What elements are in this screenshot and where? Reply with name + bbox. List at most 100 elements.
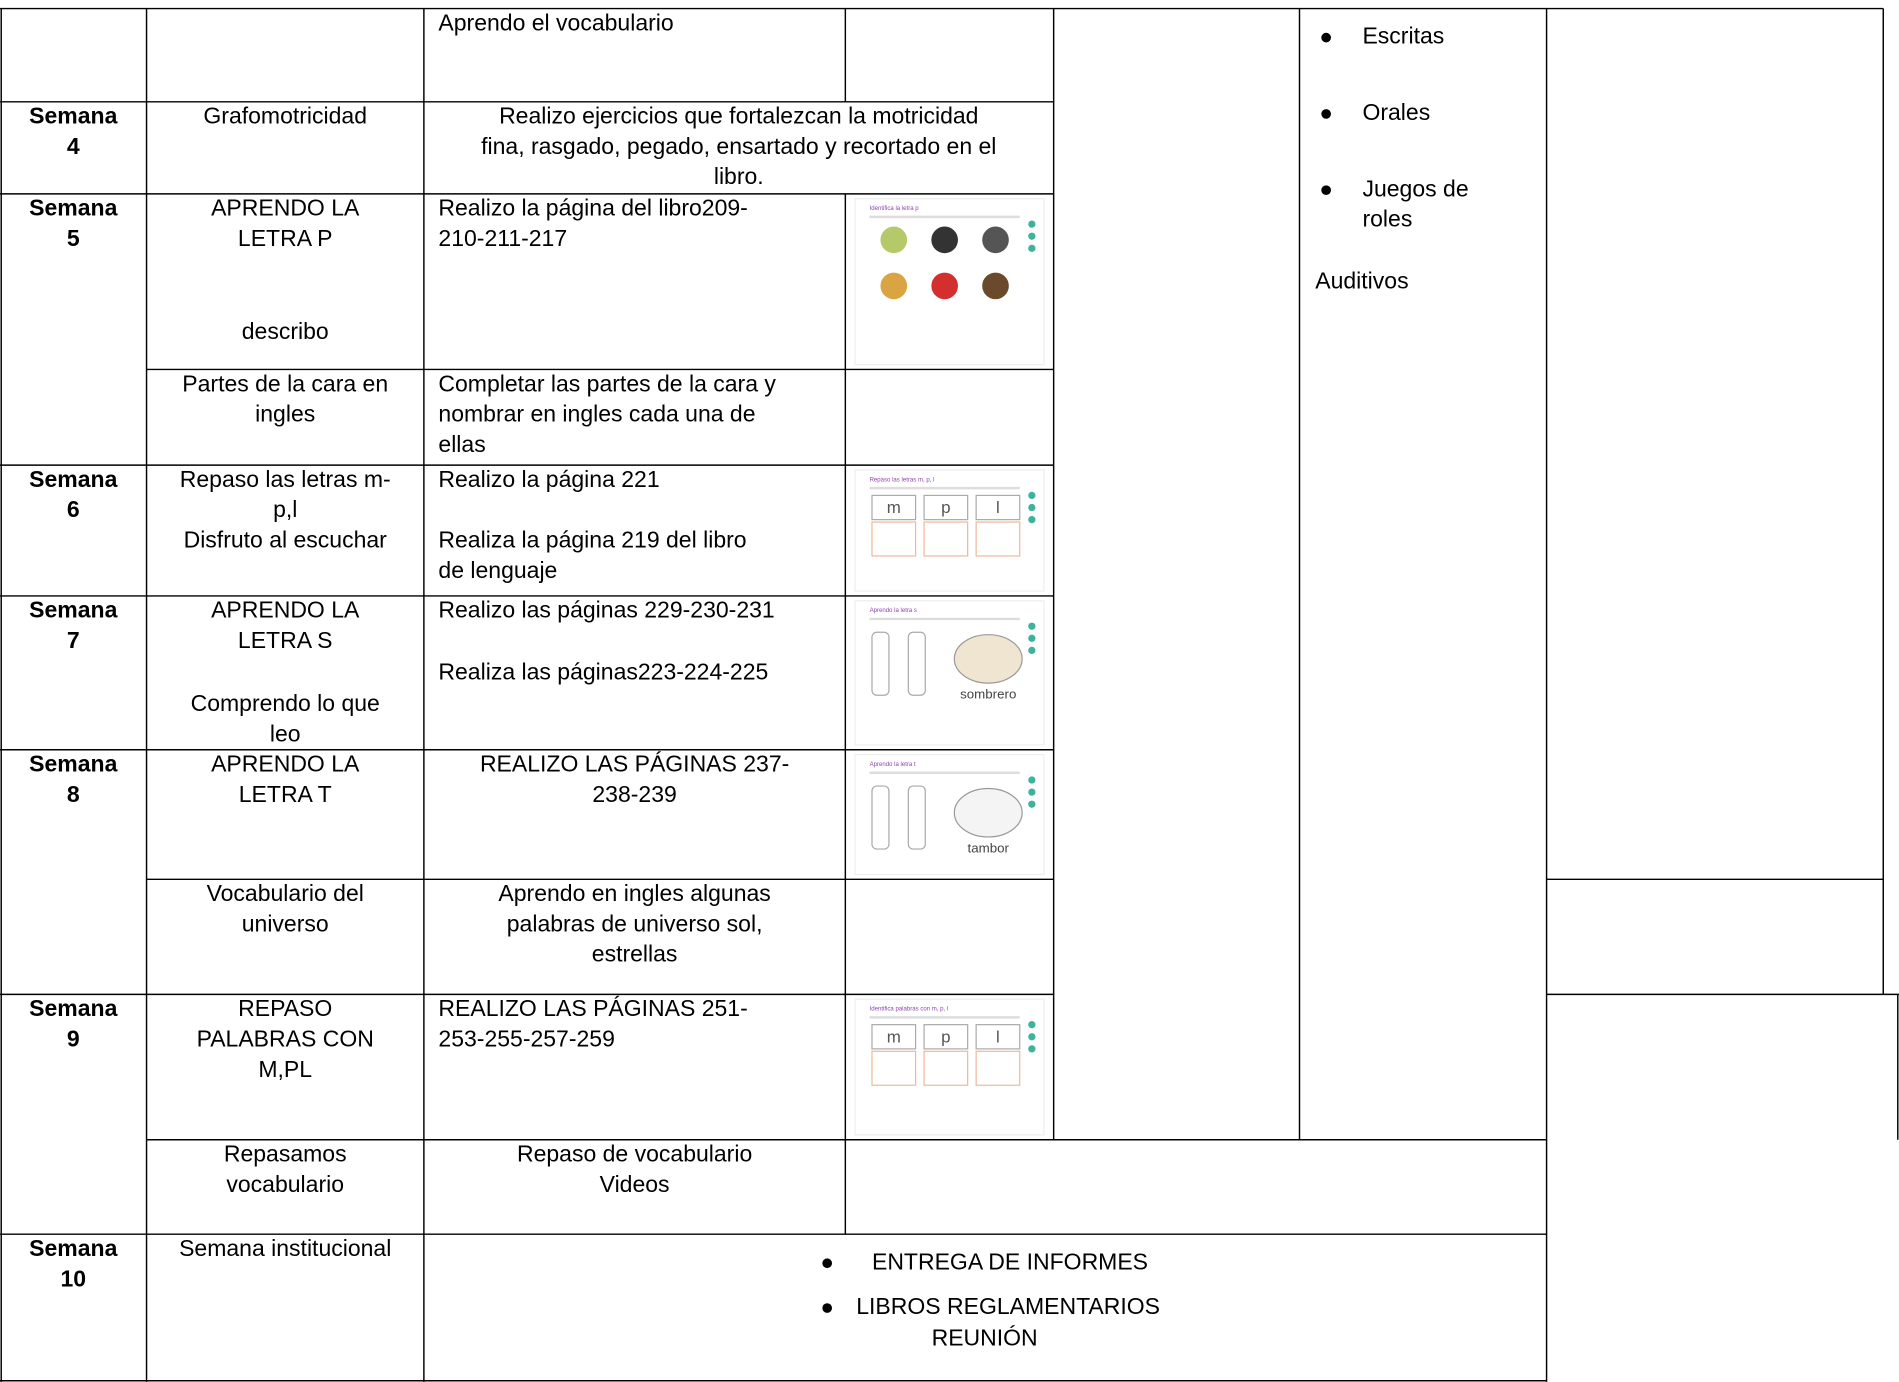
cell-text: Comprendo lo que (191, 690, 380, 716)
cell-text: M,PL (258, 1056, 312, 1082)
thumbnail-dot (1028, 232, 1036, 240)
cell-text: Disfruto al escuchar (184, 527, 388, 553)
cell-text: Realizo la página 221 (438, 466, 659, 492)
cell-text: ellas (438, 431, 485, 457)
cell-text: libro. (714, 163, 764, 189)
resource-item: Escritas (1362, 23, 1444, 49)
thumbnail-drawing (907, 631, 926, 696)
cell-text: Aprendo en ingles algunas (498, 880, 770, 906)
thumbnail-dot (1028, 503, 1036, 512)
week-label: Semana (29, 103, 117, 129)
bullet (822, 1258, 833, 1269)
thumbnail-dot (1028, 646, 1036, 655)
cell-text: LETRA T (239, 781, 332, 807)
thumbnail-box (871, 1024, 917, 1050)
week-label: 7 (67, 627, 80, 653)
thumbnail-dot (1028, 788, 1036, 796)
week-label: Semana (29, 1235, 117, 1261)
cell-text: Semana institucional (179, 1235, 391, 1261)
bullet (1321, 109, 1331, 119)
cell-text: 210-211-217 (438, 225, 567, 251)
thumbnail-dot (1028, 1045, 1036, 1053)
cell-text: Repaso las letras m- (180, 466, 391, 492)
thumbnail-page (854, 998, 1045, 1136)
cell-text: LETRA S (238, 627, 333, 653)
cell-text: Repaso de vocabulario (517, 1141, 752, 1167)
cell-text: p,l (273, 496, 297, 522)
worksheet-thumbnail: Identifica palabras con m, p, l m p l (854, 998, 1045, 1136)
cell-text: fina, rasgado, pegado, ensartado y recor… (481, 133, 996, 159)
worksheet-thumbnail: Aprendo la letra t tambor (854, 753, 1045, 876)
thumbnail-letter: l (996, 1027, 1000, 1046)
cell-text: Completar las partes de la cara y (438, 370, 776, 396)
thumbnail-picture (953, 787, 1023, 838)
week-label: 10 (60, 1265, 86, 1291)
thumbnail-title: Repaso las letras m, p, l (870, 477, 935, 483)
worksheet-thumbnail: Aprendo la letra s sombrero (854, 600, 1045, 746)
thumbnail-title: Aprendo la letra t (870, 762, 916, 768)
cell-text: 238-239 (592, 781, 676, 807)
thumbnail-dot (1028, 1033, 1036, 1041)
cell-text: APRENDO LA (211, 195, 360, 221)
thumbnail-title: Identifica la letra p (870, 206, 920, 212)
cell-text: Realiza las páginas223-224-225 (438, 659, 768, 685)
cell-text: Realiza la página 219 del libro (438, 527, 746, 553)
worksheet-thumbnail: Identifica la letra p (854, 198, 1045, 366)
worksheet-thumbnail: Repaso las letras m, p, l m p l (854, 469, 1045, 592)
thumbnail-letter: l (996, 498, 1000, 517)
cell-text: de lenguaje (438, 557, 557, 583)
thumbnail-box (975, 494, 1021, 521)
thumbnail-letter: m (887, 498, 901, 517)
thumbnail-picture (982, 272, 1009, 300)
thumbnail-box (975, 521, 1021, 557)
cell-text: Realizo las páginas 229-230-231 (438, 597, 774, 623)
thumbnail-dot (1028, 800, 1036, 808)
week-label: Semana (29, 195, 117, 221)
week-label: 6 (67, 496, 80, 522)
thumbnail-drawing (871, 785, 890, 850)
cell-text: 253-255-257-259 (438, 1025, 614, 1051)
week-label: Semana (29, 995, 117, 1021)
cell-text: REALIZO LAS PÁGINAS 251- (438, 995, 747, 1021)
thumbnail-picture (880, 272, 908, 300)
week-label: 8 (67, 781, 80, 807)
week-label: 4 (67, 133, 80, 159)
thumbnail-picture (880, 226, 908, 254)
thumbnail-title: Identifica palabras con m, p, l (870, 1007, 949, 1013)
bullet (1321, 32, 1331, 43)
thumbnail-letter: m (887, 1027, 901, 1046)
thumbnail-picture (953, 634, 1023, 684)
cell-text: describo (242, 318, 329, 344)
thumbnail-dot (1028, 634, 1036, 642)
thumbnail-dot (1028, 491, 1036, 500)
thumbnail-box (871, 494, 917, 521)
week-label: Semana (29, 751, 117, 777)
thumbnail-dot (1028, 220, 1036, 228)
thumbnail-dot (1028, 244, 1036, 252)
resource-item: Auditivos (1315, 267, 1408, 293)
thumbnail-box (923, 521, 969, 557)
week-label: Semana (29, 466, 117, 492)
thumbnail-dot (1028, 515, 1036, 524)
cell-text: REALIZO LAS PÁGINAS 237- (480, 751, 789, 777)
thumbnail-page (854, 469, 1045, 592)
week-label: Semana (29, 597, 117, 623)
thumbnail-box (923, 1024, 969, 1050)
thumbnail-word: sombrero (960, 687, 1016, 702)
institutional-item: LIBROS REGLAMENTARIOS (856, 1293, 1160, 1319)
cell-text: Realizo ejercicios que fortalezcan la mo… (499, 103, 978, 129)
thumbnail-picture (982, 226, 1009, 254)
thumbnail-box (923, 1050, 969, 1086)
cell-text: Repasamos (224, 1141, 347, 1167)
cell-text: ingles (255, 401, 315, 427)
cell-text: REPASO (238, 995, 332, 1021)
institutional-item: REUNIÓN (932, 1325, 1038, 1351)
cell-text: Vocabulario del (207, 880, 364, 906)
cell-text: Grafomotricidad (203, 103, 367, 129)
cell-text: PALABRAS CON (197, 1025, 374, 1051)
cell-text: Videos (600, 1171, 670, 1197)
thumbnail-box (975, 1024, 1021, 1050)
thumbnail-dot (1028, 776, 1036, 784)
institutional-item: ENTREGA DE INFORMES (872, 1248, 1148, 1274)
